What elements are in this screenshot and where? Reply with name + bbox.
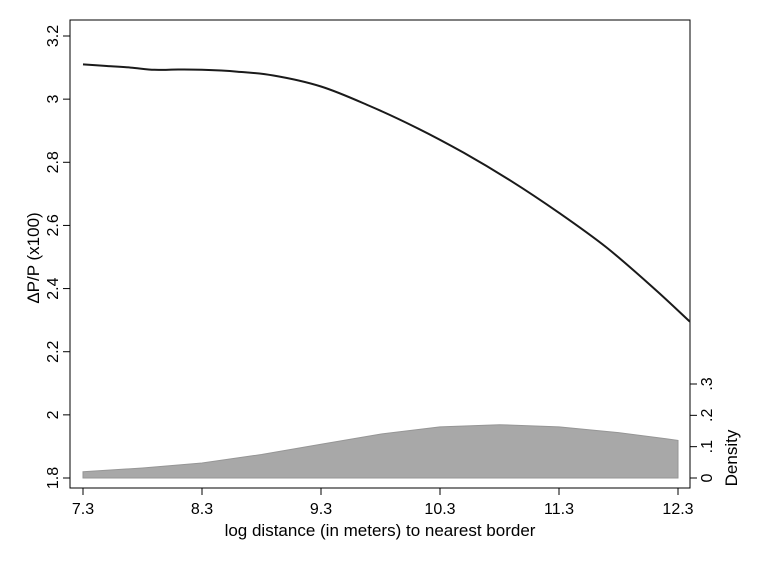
density-layer [82, 424, 679, 479]
y-tick-label: 2.4 [45, 277, 62, 299]
y2-tick-label: .3 [699, 377, 716, 390]
y-tick-label: 2.2 [45, 340, 62, 362]
y-tick-label: 2.6 [45, 214, 62, 236]
x-axis: 7.3 8.3 9.3 10.3 11.3 12.3 [72, 488, 694, 518]
density-area [82, 424, 679, 479]
y-axis: 1.8 2 2.2 2.4 2.6 2.8 3 3.2 [45, 25, 70, 489]
y-axis-title: ΔP/P (x100) [24, 212, 43, 303]
x-tick-label: 9.3 [310, 501, 332, 518]
plot-area-frame [69, 19, 691, 489]
x-tick-label: 8.3 [191, 501, 213, 518]
y2-axis-title: Density [722, 429, 741, 486]
y-tick-label: 2.8 [45, 151, 62, 173]
y2-axis: 0 .1 .2 .3 [690, 377, 716, 482]
x-tick-label: 11.3 [544, 501, 574, 518]
x-tick-label: 10.3 [424, 501, 455, 518]
series-line [82, 63, 691, 323]
line-layer [82, 63, 691, 323]
y2-tick-label: .1 [699, 440, 716, 453]
y-tick-label: 1.8 [45, 467, 62, 489]
x-tick-label: 12.3 [662, 501, 693, 518]
y2-tick-label: .2 [699, 409, 716, 422]
y-tick-label: 3 [45, 95, 62, 104]
x-axis-title: log distance (in meters) to nearest bord… [225, 521, 536, 540]
y-tick-label: 3.2 [45, 25, 62, 47]
y-tick-label: 2 [45, 410, 62, 419]
x-tick-label: 7.3 [72, 501, 94, 518]
y2-tick-label: 0 [699, 473, 716, 482]
